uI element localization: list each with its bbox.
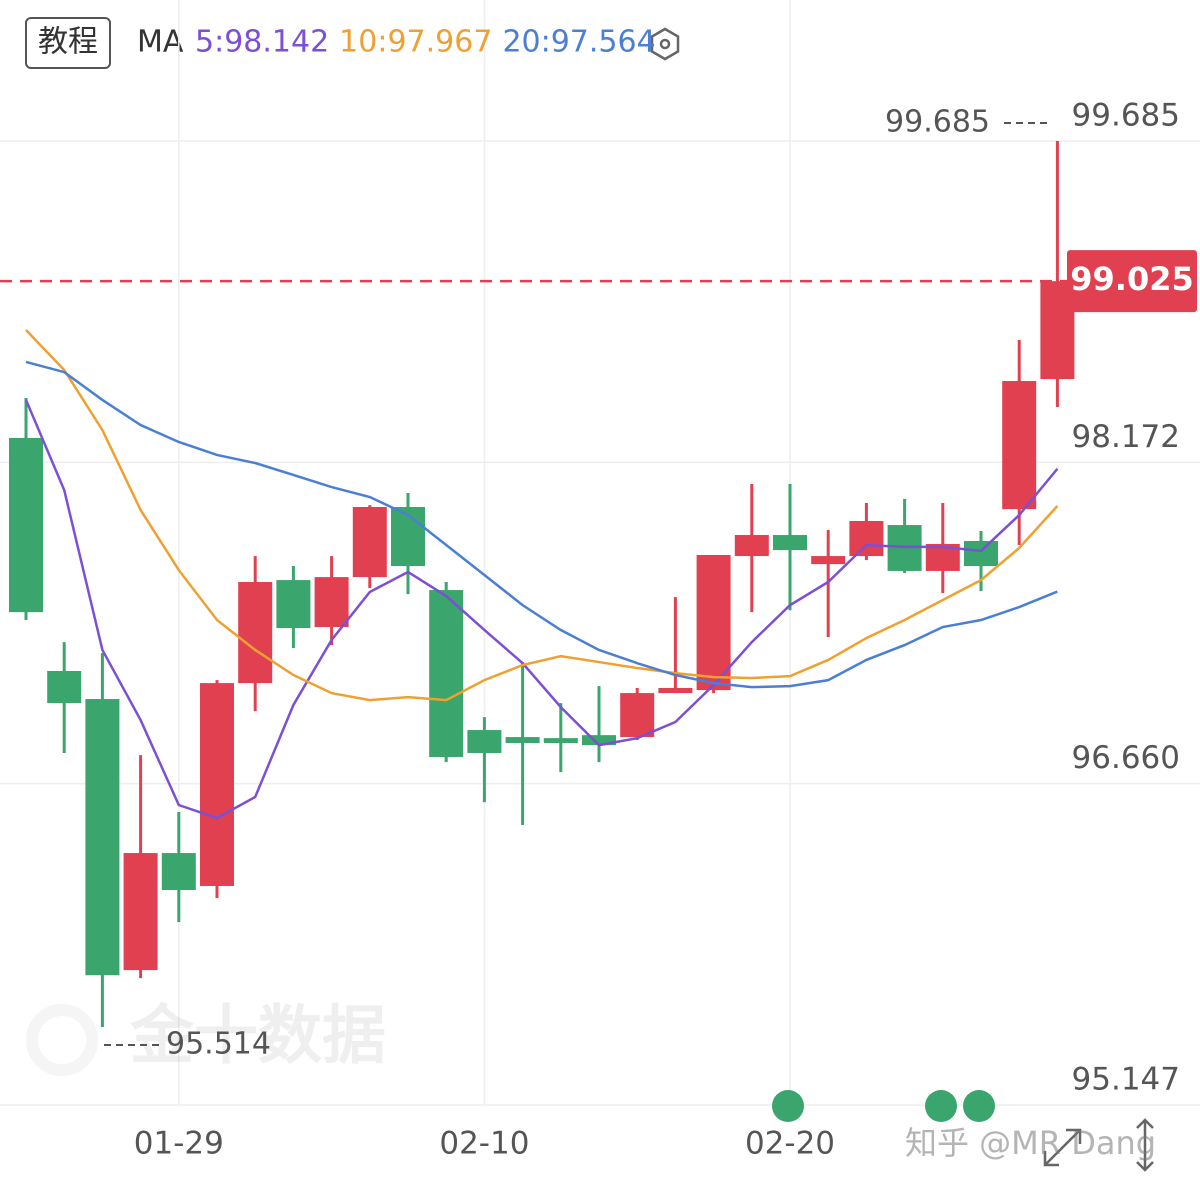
candle-body — [734, 535, 769, 557]
y-tick-label: 98.172 — [1072, 419, 1180, 455]
bottom-icons — [1043, 1118, 1154, 1172]
indicator-name: MA — [137, 25, 184, 60]
candle-body — [658, 687, 693, 694]
candle-body — [161, 853, 196, 891]
expand-icon[interactable] — [1043, 1128, 1082, 1167]
y-tick-label: 95.147 — [1072, 1062, 1180, 1098]
x-tick-label: 01-29 — [134, 1126, 224, 1162]
last-price-label: 99.025 — [1070, 260, 1193, 298]
candle-body — [391, 506, 425, 567]
candle-body — [696, 555, 731, 691]
x-tick-label: 02-20 — [745, 1126, 835, 1162]
event-marker — [963, 1090, 995, 1122]
event-marker — [772, 1090, 804, 1122]
candle-body — [276, 580, 311, 629]
legend-entry: 20:97.564 — [502, 25, 655, 60]
candle-body — [238, 581, 273, 684]
candle-body — [620, 693, 655, 738]
legend-entry: 5:98.142 — [195, 25, 329, 60]
candle-body — [1002, 381, 1037, 510]
scale-icon[interactable] — [1136, 1118, 1154, 1172]
event-marker — [925, 1090, 957, 1122]
candle-body — [811, 556, 846, 565]
low-label: 95.514 — [166, 1027, 271, 1062]
settings-icon[interactable] — [650, 27, 680, 61]
legend-entry: 10:97.967 — [339, 25, 492, 60]
candle-body — [314, 577, 349, 628]
x-tick-label: 02-10 — [439, 1126, 529, 1162]
candle-body — [9, 437, 43, 613]
ma-line — [24, 399, 1059, 820]
watermark: 金十数据 — [129, 1000, 386, 1074]
high-label: 99.685 — [885, 104, 990, 139]
y-tick-label: 96.660 — [1072, 740, 1180, 776]
tutorial-button-label[interactable]: 教程 — [38, 25, 98, 60]
candle-body — [352, 506, 387, 578]
candle-body — [123, 853, 158, 971]
last-price-tag — [1067, 250, 1197, 313]
candle-body — [582, 735, 616, 746]
watermark-logo — [26, 1004, 98, 1076]
candle-body — [85, 699, 120, 976]
candle-body — [849, 521, 884, 557]
candle-body — [964, 540, 998, 567]
candle-body — [467, 730, 502, 753]
settings-dot[interactable] — [659, 38, 671, 50]
candle-body — [543, 738, 578, 744]
candle-body — [47, 670, 82, 704]
candle-body — [200, 683, 234, 886]
settings-hexagon[interactable] — [650, 27, 680, 61]
candle-body — [505, 737, 540, 744]
ma-line — [25, 329, 1059, 702]
candle-body — [773, 535, 807, 551]
ma-line — [25, 360, 1058, 689]
candle-body — [429, 590, 464, 758]
y-tick-label: 99.685 — [1072, 97, 1180, 133]
tutorial-button[interactable] — [25, 17, 111, 69]
watermark: 知乎 @MR Dang — [905, 1124, 1156, 1162]
watermark-circle — [26, 1004, 98, 1076]
